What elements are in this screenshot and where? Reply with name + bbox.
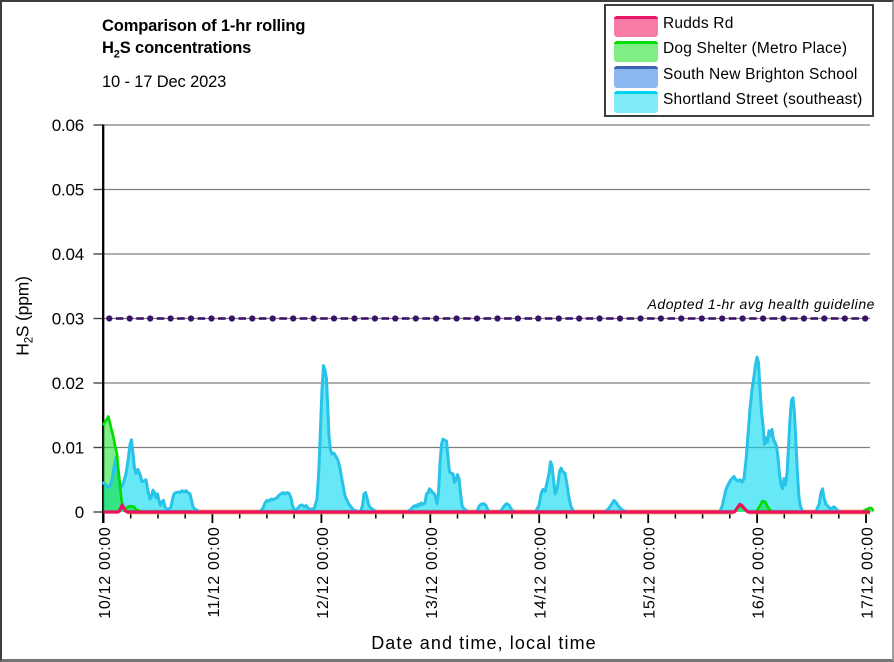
svg-text:13/12 00:00: 13/12 00:00 — [424, 527, 441, 619]
svg-text:17/12 00:00: 17/12 00:00 — [860, 527, 877, 619]
svg-text:10/12 00:00: 10/12 00:00 — [97, 527, 114, 619]
svg-text:H2S (ppm): H2S (ppm) — [13, 276, 36, 356]
svg-text:0.02: 0.02 — [52, 374, 84, 393]
svg-text:16/12 00:00: 16/12 00:00 — [751, 527, 768, 619]
svg-text:15/12 00:00: 15/12 00:00 — [642, 527, 659, 619]
svg-text:Adopted 1-hr avg health guidel: Adopted 1-hr avg health guideline — [646, 296, 875, 312]
svg-text:0: 0 — [75, 503, 84, 522]
svg-text:12/12 00:00: 12/12 00:00 — [315, 527, 332, 619]
svg-text:0.01: 0.01 — [52, 438, 84, 457]
svg-text:0.06: 0.06 — [52, 116, 84, 135]
svg-text:0.04: 0.04 — [52, 245, 84, 264]
svg-text:0.03: 0.03 — [52, 309, 84, 328]
svg-text:0.05: 0.05 — [52, 180, 84, 199]
svg-text:Date and time, local time: Date and time, local time — [371, 633, 597, 653]
svg-text:11/12 00:00: 11/12 00:00 — [206, 527, 223, 618]
svg-text:14/12 00:00: 14/12 00:00 — [533, 527, 550, 619]
